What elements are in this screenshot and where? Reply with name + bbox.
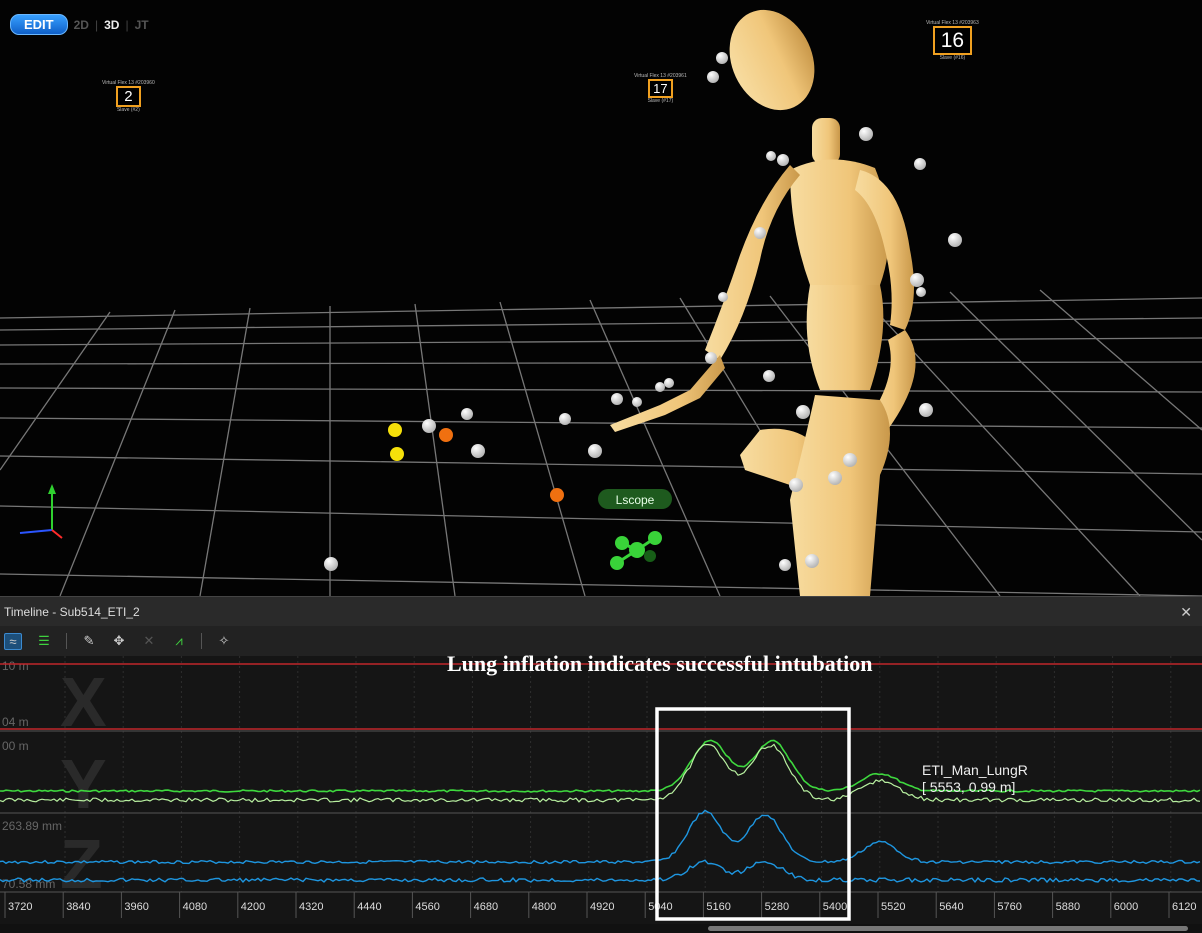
x-tick-label: 4080 xyxy=(183,901,207,913)
z-top-label: 263.89 mm xyxy=(2,819,62,833)
toolbar-separator xyxy=(66,633,67,649)
camera-caption: Slave (#2) xyxy=(116,107,140,113)
view-mode-bar: EDIT 2D | 3D | JT xyxy=(10,14,149,35)
markers xyxy=(324,52,962,571)
camera-caption: Virtual Flex 13 #203963 xyxy=(926,20,979,26)
x-bottom-label: 04 m xyxy=(2,715,29,729)
x-tick-label: 4320 xyxy=(299,901,323,913)
x-tick-label: 3840 xyxy=(66,901,90,913)
x-tick-label: 6120 xyxy=(1172,901,1196,913)
camera-number: 16 xyxy=(932,26,973,55)
x-tick-label: 5280 xyxy=(765,901,789,913)
list-icon[interactable]: ☰ xyxy=(38,633,50,648)
move-icon[interactable]: ✥ xyxy=(113,633,125,648)
pencil-icon[interactable]: ✎ xyxy=(83,633,95,648)
annotation-text: Lung inflation indicates successful intu… xyxy=(447,651,873,676)
x-tick-label: 4920 xyxy=(590,901,614,913)
camera-caption: Virtual Flex 13 #203961 xyxy=(634,73,687,79)
edit-button[interactable]: EDIT xyxy=(10,14,68,35)
ground-grid xyxy=(0,289,1202,596)
x-tick-label: 6000 xyxy=(1114,901,1138,913)
x-tick-label: 4200 xyxy=(241,901,265,913)
camera-caption: Slave (#16) xyxy=(939,55,966,61)
camera-number: 2 xyxy=(116,86,141,107)
curve-icon[interactable]: ≈ xyxy=(4,632,22,650)
mode-jt[interactable]: JT xyxy=(134,17,149,32)
x-tick-label: 4560 xyxy=(415,901,439,913)
series-name: ETI_Man_LungR xyxy=(922,762,1028,778)
camera-17[interactable]: Virtual Flex 13 #203961 17 Slave (#17) xyxy=(634,73,687,104)
timeline-title-bar: Timeline - Sub514_ETI_2 ✕ xyxy=(0,596,1202,627)
x-tick-label: 4440 xyxy=(357,901,381,913)
mode-separator: | xyxy=(125,17,129,32)
timeline-toolbar: ≈ ☰ ✎ ✥ ✕ ⩘ ✧ xyxy=(0,626,1202,656)
y-top-label: 00 m xyxy=(2,739,29,753)
delete-icon[interactable]: ✕ xyxy=(143,633,155,648)
timeline-title: Timeline - Sub514_ETI_2 xyxy=(4,605,140,619)
mode-2d[interactable]: 2D xyxy=(73,17,89,32)
timeline-panel: Timeline - Sub514_ETI_2 ✕ ≈ ☰ ✎ ✥ ✕ ⩘ ✧ … xyxy=(0,596,1202,933)
3d-viewport[interactable]: Lscope EDIT 2D | 3D | JT Virtual Flex 13… xyxy=(0,0,1202,596)
x-axis-ticks: 3720 3840 3960 4080 4200 4320 4440 4560 4680 4800… xyxy=(4,892,1196,918)
camera-caption: Virtual Flex 13 #203960 xyxy=(102,80,155,86)
x-tick-label: 5880 xyxy=(1056,901,1080,913)
mannequin xyxy=(610,9,916,596)
axis-letter-z: Z xyxy=(60,825,103,903)
z-series-line xyxy=(0,809,1201,865)
series-readout: ETI_Man_LungR [ 5553, 0.99 m] xyxy=(922,762,1028,796)
rigid-body-label: Lscope xyxy=(616,493,655,507)
x-tick-label: 5160 xyxy=(706,901,730,913)
z-bottom-label: 70.58 mm xyxy=(2,877,55,891)
x-tick-label: 5520 xyxy=(881,901,905,913)
x-tick-label: 4800 xyxy=(532,901,556,913)
wand-icon[interactable]: ✧ xyxy=(218,633,230,648)
x-tick-label: 5760 xyxy=(997,901,1021,913)
rigid-body-lscope[interactable]: Lscope xyxy=(598,489,672,570)
x-tick-label: 3960 xyxy=(124,901,148,913)
x-tick-label: 3720 xyxy=(8,901,32,913)
timeline-graph[interactable]: X Y Z 10 m 04 m 00 m 263.89 mm 70.58 mm … xyxy=(0,656,1202,924)
camera-number: 17 xyxy=(648,79,673,98)
scene-svg: Lscope xyxy=(0,9,1202,596)
y-series-line-light xyxy=(0,743,1201,803)
camera-caption: Slave (#17) xyxy=(647,98,674,104)
x-tick-label: 5640 xyxy=(939,901,963,913)
graph-icon[interactable]: ⩘ xyxy=(175,633,183,648)
axis-letter-x: X xyxy=(60,663,107,741)
axis-gizmo xyxy=(19,484,63,539)
highlight-box xyxy=(655,707,851,921)
timeline-scrollbar[interactable] xyxy=(0,924,1202,933)
x-tick-label: 5040 xyxy=(648,901,672,913)
x-tick-label: 5400 xyxy=(823,901,847,913)
camera-16[interactable]: Virtual Flex 13 #203963 16 Slave (#16) xyxy=(926,20,979,61)
axis-letter-y: Y xyxy=(60,745,107,823)
camera-2[interactable]: Virtual Flex 13 #203960 2 Slave (#2) xyxy=(102,80,155,113)
timeline-scroll-thumb[interactable] xyxy=(708,926,1188,931)
toolbar-separator xyxy=(201,633,202,649)
x-tick-label: 4680 xyxy=(474,901,498,913)
mode-separator: | xyxy=(94,17,99,32)
close-icon[interactable]: ✕ xyxy=(1180,604,1192,620)
series-value: [ 5553, 0.99 m] xyxy=(922,779,1016,795)
vertical-gridlines xyxy=(64,656,1172,892)
z-series-line xyxy=(0,859,1201,884)
y-series-line xyxy=(0,739,1201,793)
mode-3d[interactable]: 3D xyxy=(104,17,120,32)
x-top-label: 10 m xyxy=(2,659,29,673)
